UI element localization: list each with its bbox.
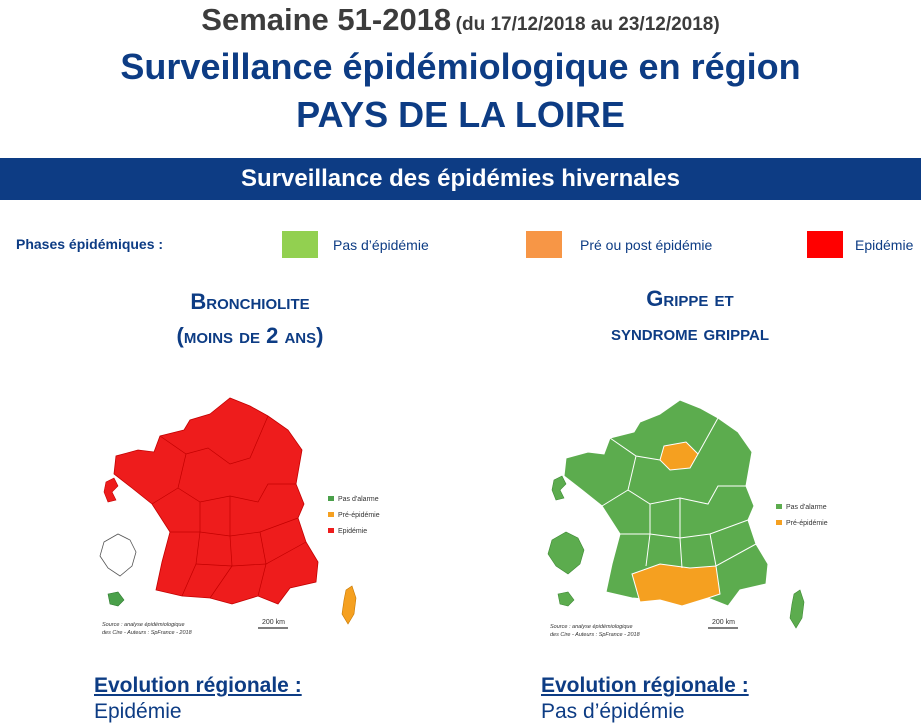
- map-legend-swatch-3: [328, 528, 334, 533]
- legend-swatch-green: [282, 231, 318, 258]
- france-mainland-red: [113, 397, 319, 605]
- map-legend-text-3: Epidémie: [338, 528, 367, 535]
- week-dates: (du 17/12/2018 au 23/12/2018): [455, 14, 720, 35]
- map-legend-swatch-1: [328, 496, 334, 501]
- page-title: Surveillance épidémiologique en région: [120, 46, 801, 87]
- week-heading: Semaine 51-2018 (du 17/12/2018 au 23/12/…: [0, 2, 921, 38]
- map-legend-text-1: Pas d'alarme: [338, 496, 379, 503]
- corsica-shape-right: [789, 589, 805, 629]
- grippe-title-line2: syndrome grippal: [610, 322, 770, 345]
- map-legend-text-1-right: Pas d'alarme: [786, 504, 827, 511]
- region-name: PAYS DE LA LOIRE: [296, 94, 625, 135]
- occitanie-orange: [631, 563, 721, 607]
- map-legend-swatch-1-right: [776, 504, 782, 509]
- bronchiolite-evolution-value: Epidémie: [94, 700, 182, 723]
- map-legend-swatch-2-right: [776, 520, 782, 525]
- reunion-shape-right: [557, 591, 575, 607]
- region-borders-right: [601, 417, 757, 569]
- source-line-2-right: des Cire - Auteurs : SpFrance - 2018: [550, 632, 641, 638]
- corsica-shape: [341, 585, 357, 625]
- section-banner: Surveillance des épidémies hivernales: [0, 158, 921, 200]
- bronchiolite-title-line2: (moins de 2 ans): [176, 323, 324, 348]
- week-number: Semaine 51-2018: [201, 2, 452, 37]
- map-legend-swatch-2: [328, 512, 334, 517]
- martinique-shape: [547, 531, 585, 575]
- grippe-map: Pas d'alarme Pré-épidémie 200 km Source …: [547, 399, 828, 638]
- legend-text-pre-post: Pré ou post épidémie: [580, 237, 713, 253]
- grippe-evolution-label: Evolution régionale :: [541, 674, 749, 697]
- region-borders-left: [151, 415, 307, 599]
- guadeloupe-shape-right: [551, 475, 567, 501]
- bronchiolite-title-line1: Bronchiolite: [190, 289, 310, 314]
- bronchiolite-title: Bronchiolite (moins de 2 ans): [100, 285, 400, 353]
- map-legend-text-2: Pré-épidémie: [338, 512, 380, 519]
- martinique-outline: [99, 533, 137, 577]
- legend-swatch-red: [807, 231, 843, 258]
- grippe-title: Grippe et syndrome grippal: [540, 282, 840, 351]
- bronchiolite-evolution-label: Evolution régionale :: [94, 674, 302, 697]
- scale-label-right: 200 km: [712, 619, 735, 626]
- grippe-evolution-value: Pas d’épidémie: [541, 700, 685, 723]
- legend-text-epidemic: Epidémie: [855, 237, 914, 253]
- map-legend-text-2-right: Pré-épidémie: [786, 520, 828, 527]
- reunion-shape: [107, 591, 125, 607]
- source-line-1-right: Source : analyse épidémiologique: [550, 624, 633, 630]
- banner-title: Surveillance des épidémies hivernales: [241, 165, 680, 192]
- bronchiolite-map: Pas d'alarme Pré-épidémie Epidémie 200 k…: [99, 397, 380, 636]
- guadeloupe-shape: [103, 477, 119, 503]
- legend-label: Phases épidémiques :: [16, 236, 164, 252]
- scale-label: 200 km: [262, 619, 285, 626]
- source-line-1: Source : analyse épidémiologique: [102, 622, 185, 628]
- legend-swatch-orange: [526, 231, 562, 258]
- grippe-title-line1: Grippe et: [646, 286, 734, 311]
- legend-text-no-epidemic: Pas d’épidémie: [333, 237, 429, 253]
- source-line-2: des Cire - Auteurs : SpFrance - 2018: [102, 630, 193, 636]
